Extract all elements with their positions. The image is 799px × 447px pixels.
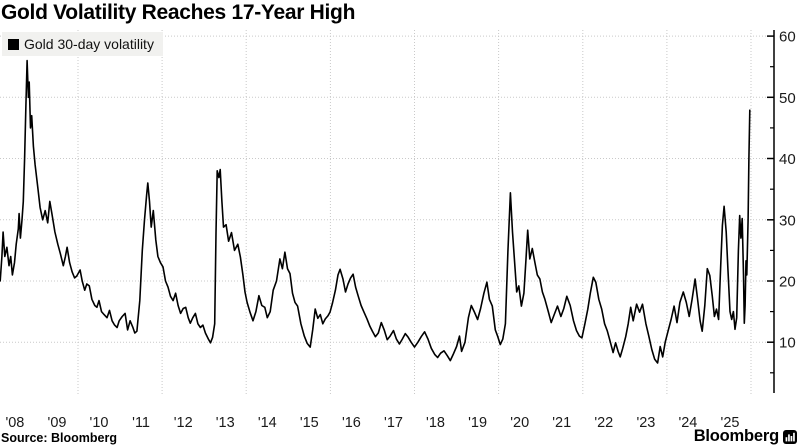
x-axis-label: '24 bbox=[678, 415, 697, 431]
x-axis-label: '13 bbox=[216, 415, 235, 431]
bloomberg-wordmark: Bloomberg bbox=[693, 427, 779, 445]
x-axis-label: '20 bbox=[510, 415, 529, 431]
x-axis-label: '08 bbox=[5, 415, 24, 431]
source-credit: Source: Bloomberg bbox=[1, 431, 117, 445]
x-axis-label: '21 bbox=[552, 415, 571, 431]
legend-swatch-icon bbox=[8, 38, 19, 50]
y-axis-label: 30 bbox=[779, 212, 796, 229]
x-axis-label: '16 bbox=[342, 415, 361, 431]
x-axis-label: '12 bbox=[174, 415, 193, 431]
y-axis-label: 60 bbox=[779, 29, 796, 46]
y-axis-label: 10 bbox=[779, 335, 796, 352]
x-axis-label: '25 bbox=[721, 415, 740, 431]
x-axis-label: '22 bbox=[594, 415, 613, 431]
x-axis-label: '18 bbox=[426, 415, 445, 431]
series-line bbox=[0, 59, 751, 364]
x-axis-label: '23 bbox=[636, 415, 655, 431]
x-axis-label: '14 bbox=[258, 415, 277, 431]
legend-label: Gold 30-day volatility bbox=[24, 36, 154, 52]
x-axis-label: '17 bbox=[384, 415, 403, 431]
y-axis-label: 50 bbox=[779, 90, 796, 107]
bloomberg-brand: Bloomberg bbox=[694, 427, 797, 446]
x-axis-label: '19 bbox=[468, 415, 487, 431]
y-axis-label: 40 bbox=[779, 151, 796, 168]
y-axis-label: 20 bbox=[779, 274, 796, 291]
page-title: Gold Volatility Reaches 17-Year High bbox=[1, 1, 356, 24]
x-axis-label: '10 bbox=[90, 415, 109, 431]
x-axis-label: '09 bbox=[48, 415, 67, 431]
x-axis-label: '11 bbox=[132, 415, 150, 431]
x-axis-label: '15 bbox=[300, 415, 319, 431]
bloomberg-logo-icon bbox=[783, 429, 797, 444]
legend-chip: Gold 30-day volatility bbox=[2, 32, 163, 56]
